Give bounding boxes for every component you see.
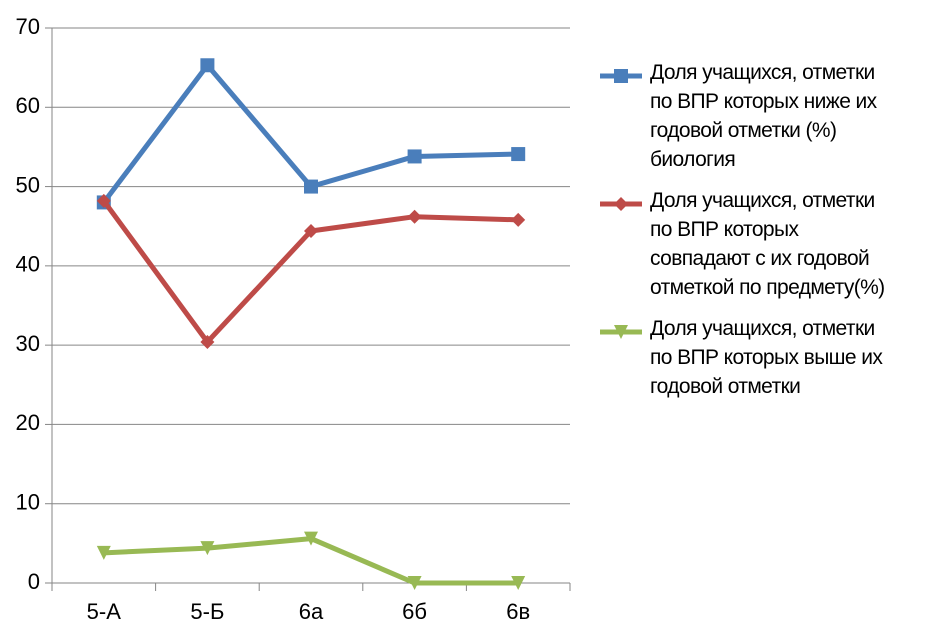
data-point	[304, 531, 318, 546]
data-point	[200, 541, 215, 556]
data-point	[96, 545, 111, 560]
legend-label: Доля учащихся, отметки по ВПР которых вы…	[650, 317, 883, 398]
y-tick-label: 30	[16, 331, 40, 356]
x-tick-label: 5-Б	[190, 599, 224, 624]
data-point	[511, 147, 526, 162]
data-point	[304, 179, 318, 194]
legend-label: Доля учащихся, отметки по ВПР которых со…	[650, 189, 885, 299]
y-tick-label: 70	[16, 14, 40, 39]
x-tick-label: 6в	[506, 599, 530, 624]
legend-item: Доля учащихся, отметки по ВПР которых ни…	[598, 58, 938, 174]
data-point	[407, 149, 422, 164]
legend-swatch	[600, 197, 642, 211]
y-tick-label: 0	[28, 569, 40, 594]
legend-swatch	[600, 325, 642, 339]
legend: Доля учащихся, отметки по ВПР которых ни…	[598, 58, 938, 413]
y-tick-label: 20	[16, 410, 40, 435]
data-point	[304, 223, 318, 238]
y-tick-label: 40	[16, 252, 40, 277]
data-point	[96, 193, 111, 208]
data-point	[200, 58, 215, 73]
data-point	[407, 576, 422, 590]
legend-item: Доля учащихся, отметки по ВПР которых вы…	[598, 314, 938, 401]
x-tick-label: 5-А	[87, 599, 122, 624]
y-tick-label: 10	[16, 490, 40, 515]
data-point	[511, 212, 526, 227]
y-tick-label: 60	[16, 93, 40, 118]
legend-item: Доля учащихся, отметки по ВПР которых со…	[598, 186, 938, 302]
data-point	[200, 334, 215, 349]
data-point	[511, 576, 526, 590]
data-point	[407, 209, 422, 224]
legend-marker	[614, 325, 628, 339]
series-line	[101, 199, 519, 345]
legend-label: Доля учащихся, отметки по ВПР которых ни…	[650, 61, 877, 171]
x-tick-label: 6б	[402, 599, 427, 624]
legend-marker	[614, 69, 628, 83]
legend-marker	[614, 197, 628, 211]
x-tick-label: 6а	[299, 599, 324, 624]
y-tick-label: 50	[16, 172, 40, 197]
legend-swatch	[600, 69, 642, 83]
